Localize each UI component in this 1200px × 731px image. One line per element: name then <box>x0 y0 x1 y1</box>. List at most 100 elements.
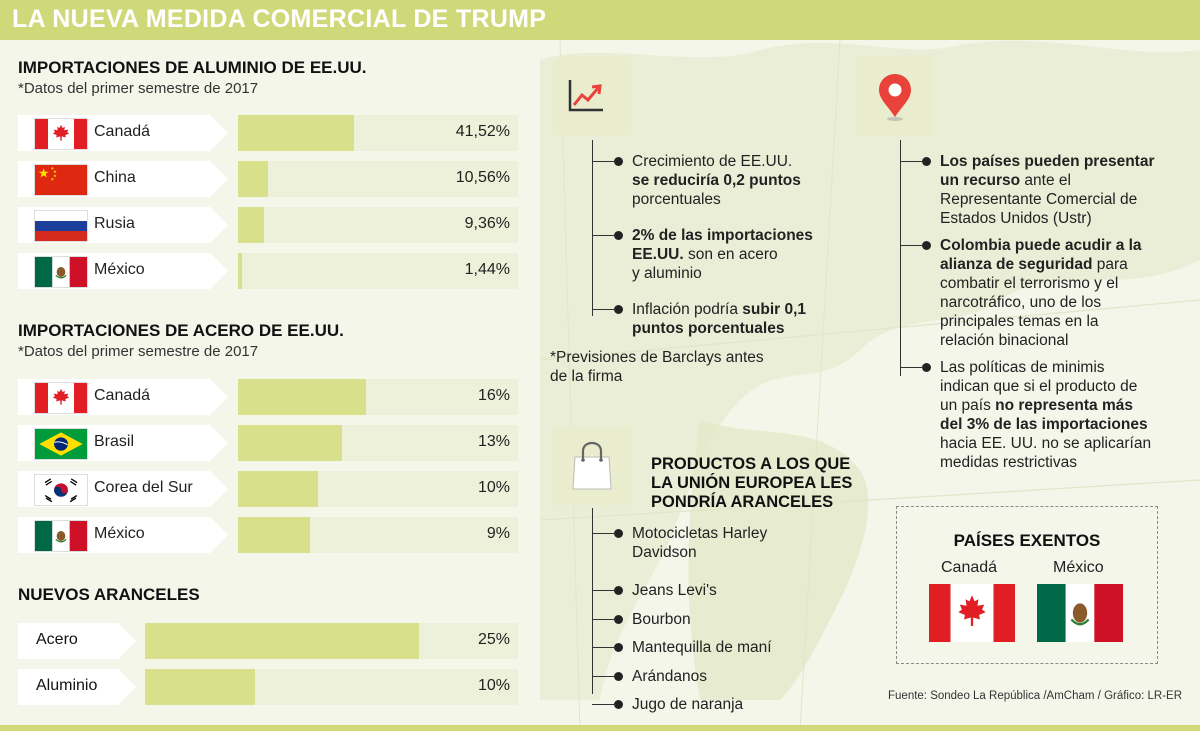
info-text: un recurso <box>940 172 1021 189</box>
bar-category-label: México <box>94 525 145 542</box>
page-title: LA NUEVA MEDIDA COMERCIAL DE TRUMP <box>12 5 547 33</box>
info-text: puntos porcentuales <box>632 320 785 337</box>
info-list-item: Colombia puede acudir a la alianza de seg… <box>920 236 1142 350</box>
label-arrow <box>210 115 228 151</box>
info-list-item: Crecimiento de EE.UU. se reduciría 0,2 pu… <box>612 152 801 209</box>
bar-label-box: Canadá <box>18 115 228 151</box>
info-line: EE.UU. son en acero <box>632 245 813 264</box>
barclays-note: *Previsiones de Barclays antes de la fir… <box>550 348 764 386</box>
info-text: alianza de seguridad <box>940 256 1093 273</box>
growth-list-line <box>592 140 593 316</box>
label-arrow <box>118 669 136 705</box>
bar-track: 1,44% <box>238 253 518 289</box>
label-arrow <box>210 517 228 553</box>
bar-track: 10% <box>145 669 518 705</box>
footer-bar <box>0 725 1200 731</box>
info-text: combatir el terrorismo y el <box>940 275 1119 292</box>
info-text: medidas restrictivas <box>940 454 1077 471</box>
eu-product-text: Jeans Levi's <box>632 582 717 599</box>
bar-track: 10% <box>238 471 518 507</box>
mexico-flag-icon <box>34 520 88 552</box>
info-text: EE.UU. <box>632 246 684 263</box>
bar-label-box: Brasil <box>18 425 228 461</box>
bullet-point: Inflación podría subir 0,1 puntos porcent… <box>612 300 806 338</box>
label-arrow <box>210 161 228 197</box>
bullet-point: 2% de las importaciones EE.UU. son en ace… <box>612 226 813 283</box>
bar-value-label: 25% <box>477 631 510 648</box>
bar-track: 41,52% <box>238 115 518 151</box>
bar-label-box: Acero <box>18 623 136 659</box>
connector-line <box>900 161 924 162</box>
bar-category-label: Brasil <box>94 433 135 450</box>
info-text: indican que si el producto de <box>940 378 1138 395</box>
bar-value-label: 41,52% <box>455 123 510 140</box>
canada-flag-icon <box>34 382 88 414</box>
info-text: Representante Comercial de <box>940 191 1138 208</box>
info-text: relación binacional <box>940 332 1069 349</box>
bar <box>238 115 355 151</box>
china-flag-icon <box>34 164 88 196</box>
label-arrow <box>210 471 228 507</box>
source-credit: Fuente: Sondeo La República /AmCham / Gr… <box>888 690 1183 702</box>
info-line: y aluminio <box>632 264 813 283</box>
info-text: Los países pueden presentar <box>940 153 1155 170</box>
info-line: relación binacional <box>940 331 1142 350</box>
bar-label-box: Aluminio <box>18 669 136 705</box>
location-pin-icon-box <box>856 57 934 135</box>
mexico-flag-icon <box>1037 584 1123 642</box>
eu-title-line: PRODUCTOS A LOS QUE <box>651 455 851 473</box>
info-line: se reduciría 0,2 puntos <box>632 171 801 190</box>
connector-line <box>592 647 616 648</box>
info-text: Inflación podría <box>632 301 743 318</box>
bar-category-label: México <box>94 261 145 278</box>
bar-category-label: China <box>94 169 136 186</box>
bar-label-box: Rusia <box>18 207 228 243</box>
info-list-item: Los países pueden presentar un recurso an… <box>920 152 1155 228</box>
bar-track: 16% <box>238 379 518 415</box>
bullet-point: Arándanos <box>612 667 707 686</box>
eu-product-item: Jeans Levi's <box>612 581 717 600</box>
connector-line <box>900 245 924 246</box>
bullet-point: Colombia puede acudir a la alianza de seg… <box>920 236 1142 350</box>
info-text: Colombia puede acudir a la <box>940 237 1142 254</box>
bar-value-label: 1,44% <box>464 261 510 278</box>
label-arrow <box>118 623 136 659</box>
info-line: indican que si el producto de <box>940 377 1151 396</box>
connector-line <box>592 533 616 534</box>
eu-product-text: Arándanos <box>632 667 707 685</box>
bar-track: 9% <box>238 517 518 553</box>
eu-product-item: Bourbon <box>612 610 691 629</box>
bar-track: 25% <box>145 623 518 659</box>
connector-line <box>592 704 616 705</box>
eu-product-text: Bourbon <box>632 610 691 628</box>
south-korea-flag-icon <box>34 474 88 506</box>
connector-line <box>592 590 616 591</box>
bullet-point: Jugo de naranja <box>612 695 743 714</box>
exempt-countries-box: PAÍSES EXENTOS Canadá México <box>896 506 1158 664</box>
info-line: Representante Comercial de <box>940 190 1155 209</box>
info-text: Estados Unidos (Ustr) <box>940 210 1092 227</box>
bar <box>238 207 265 243</box>
shopping-bag-icon-box <box>553 427 631 505</box>
bullet-point: Jeans Levi's <box>612 581 717 600</box>
bar-track: 9,36% <box>238 207 518 243</box>
info-text: hacia EE. UU. no se aplicarían <box>940 435 1152 452</box>
growth-chart-icon-box <box>553 57 631 135</box>
eu-title-line: PONDRÍA ARANCELES <box>651 493 834 511</box>
header-bar: LA NUEVA MEDIDA COMERCIAL DE TRUMP <box>0 0 1200 40</box>
info-line: puntos porcentuales <box>632 319 806 338</box>
label-arrow <box>210 379 228 415</box>
label-arrow <box>210 207 228 243</box>
bar-category-label: Aluminio <box>36 677 98 694</box>
bar-value-label: 9% <box>486 525 510 542</box>
info-line: Inflación podría subir 0,1 <box>632 300 806 319</box>
info-line: alianza de seguridad para <box>940 255 1142 274</box>
bar <box>238 425 342 461</box>
eu-product-item: Jugo de naranja <box>612 695 743 714</box>
exempt-country-mexico: México <box>1053 559 1104 576</box>
bar-category-label: Canadá <box>94 123 151 140</box>
bar-value-label: 16% <box>477 387 510 404</box>
info-line: Las políticas de minimis <box>940 358 1151 377</box>
steel-section-note: *Datos del primer semestre de 2017 <box>18 343 259 360</box>
